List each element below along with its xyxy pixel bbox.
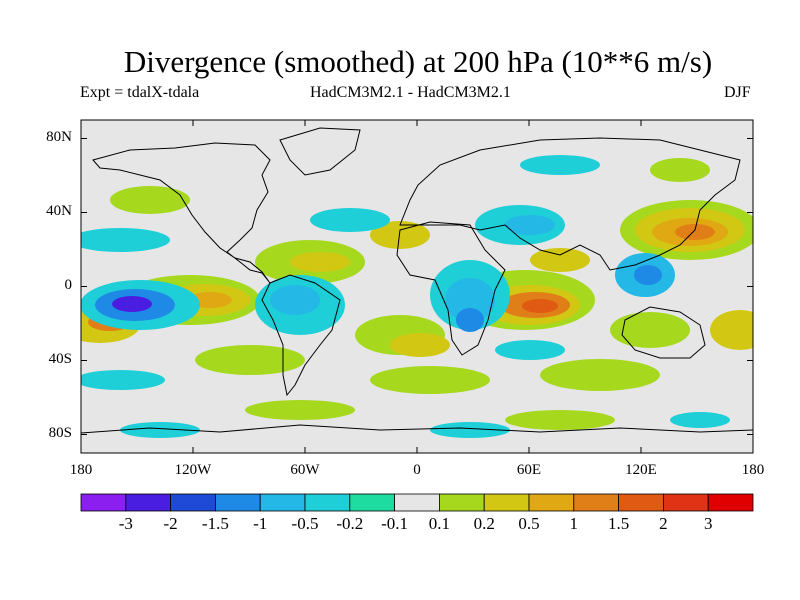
colorbar-label: 1 <box>569 514 579 533</box>
colorbar-label: 0.1 <box>428 514 451 533</box>
eurasia-coast <box>399 137 741 271</box>
colorbar-label: -1.5 <box>201 514 229 533</box>
latitude-label: 40S <box>48 350 72 367</box>
negative-patches <box>81 155 730 438</box>
colorbar-swatch <box>663 493 709 512</box>
greenland-coast <box>279 127 361 176</box>
colorbar-label: 1.5 <box>607 514 630 533</box>
experiment-label: Expt = tdalX-tdala <box>80 84 200 101</box>
colorbar-swatch <box>170 493 216 512</box>
latitude-label: 40N <box>46 202 72 219</box>
colorbar-label: 0.2 <box>473 514 495 533</box>
antarctica-coast <box>81 424 753 434</box>
colorbar-label: -3 <box>118 514 133 533</box>
latitude-label: 0 <box>64 276 73 293</box>
colorbar-swatch <box>349 493 395 512</box>
colorbar-label: 3 <box>703 514 713 533</box>
colorbar-swatch <box>707 493 754 512</box>
colorbar-swatch <box>214 493 261 512</box>
colorbar-label: -2 <box>163 514 178 533</box>
longitude-label: 180 <box>741 462 765 478</box>
colorbar-label: -1 <box>253 514 268 533</box>
colorbar-swatch <box>438 493 485 512</box>
colorbar-swatch <box>80 493 127 512</box>
colorbar-swatch <box>304 493 351 512</box>
coastlines <box>81 127 753 434</box>
longitude-ticks <box>80 120 754 453</box>
colorbar-swatch <box>125 493 172 512</box>
model-label: HadCM3M2.1 - HadCM3M2.1 <box>310 84 511 101</box>
chart-title: Divergence (smoothed) at 200 hPa (10**6 … <box>123 44 713 79</box>
longitude-label: 0 <box>413 462 421 478</box>
longitude-label: 120E <box>625 462 657 478</box>
longitude-label: 120W <box>174 462 212 478</box>
south-america-coast <box>261 274 341 397</box>
colorbar-swatch <box>618 493 664 512</box>
colorbar-swatch <box>528 493 575 512</box>
latitude-label: 80S <box>48 424 72 441</box>
colorbar <box>80 493 754 512</box>
colorbar-label: -0.5 <box>291 514 319 533</box>
australia-coast <box>621 306 706 359</box>
latitude-label: 80N <box>46 128 72 145</box>
colorbar-label: -0.1 <box>381 514 409 533</box>
colorbar-swatch <box>259 493 306 512</box>
colorbar-swatch <box>394 493 440 512</box>
colorbar-label: 2 <box>659 514 668 533</box>
longitude-label: 180 <box>69 462 93 478</box>
divergence-field <box>81 155 753 438</box>
colorbar-label: 0.5 <box>518 514 540 533</box>
longitude-label: 60E <box>516 462 542 478</box>
north-america-coast <box>92 142 271 284</box>
colorbar-swatch <box>573 493 619 512</box>
season-label: DJF <box>724 84 751 101</box>
colorbar-label: -0.2 <box>336 514 364 533</box>
longitude-label: 60W <box>290 462 320 478</box>
africa-coast <box>396 221 506 356</box>
latitude-ticks <box>81 138 753 435</box>
colorbar-swatch <box>483 493 530 512</box>
